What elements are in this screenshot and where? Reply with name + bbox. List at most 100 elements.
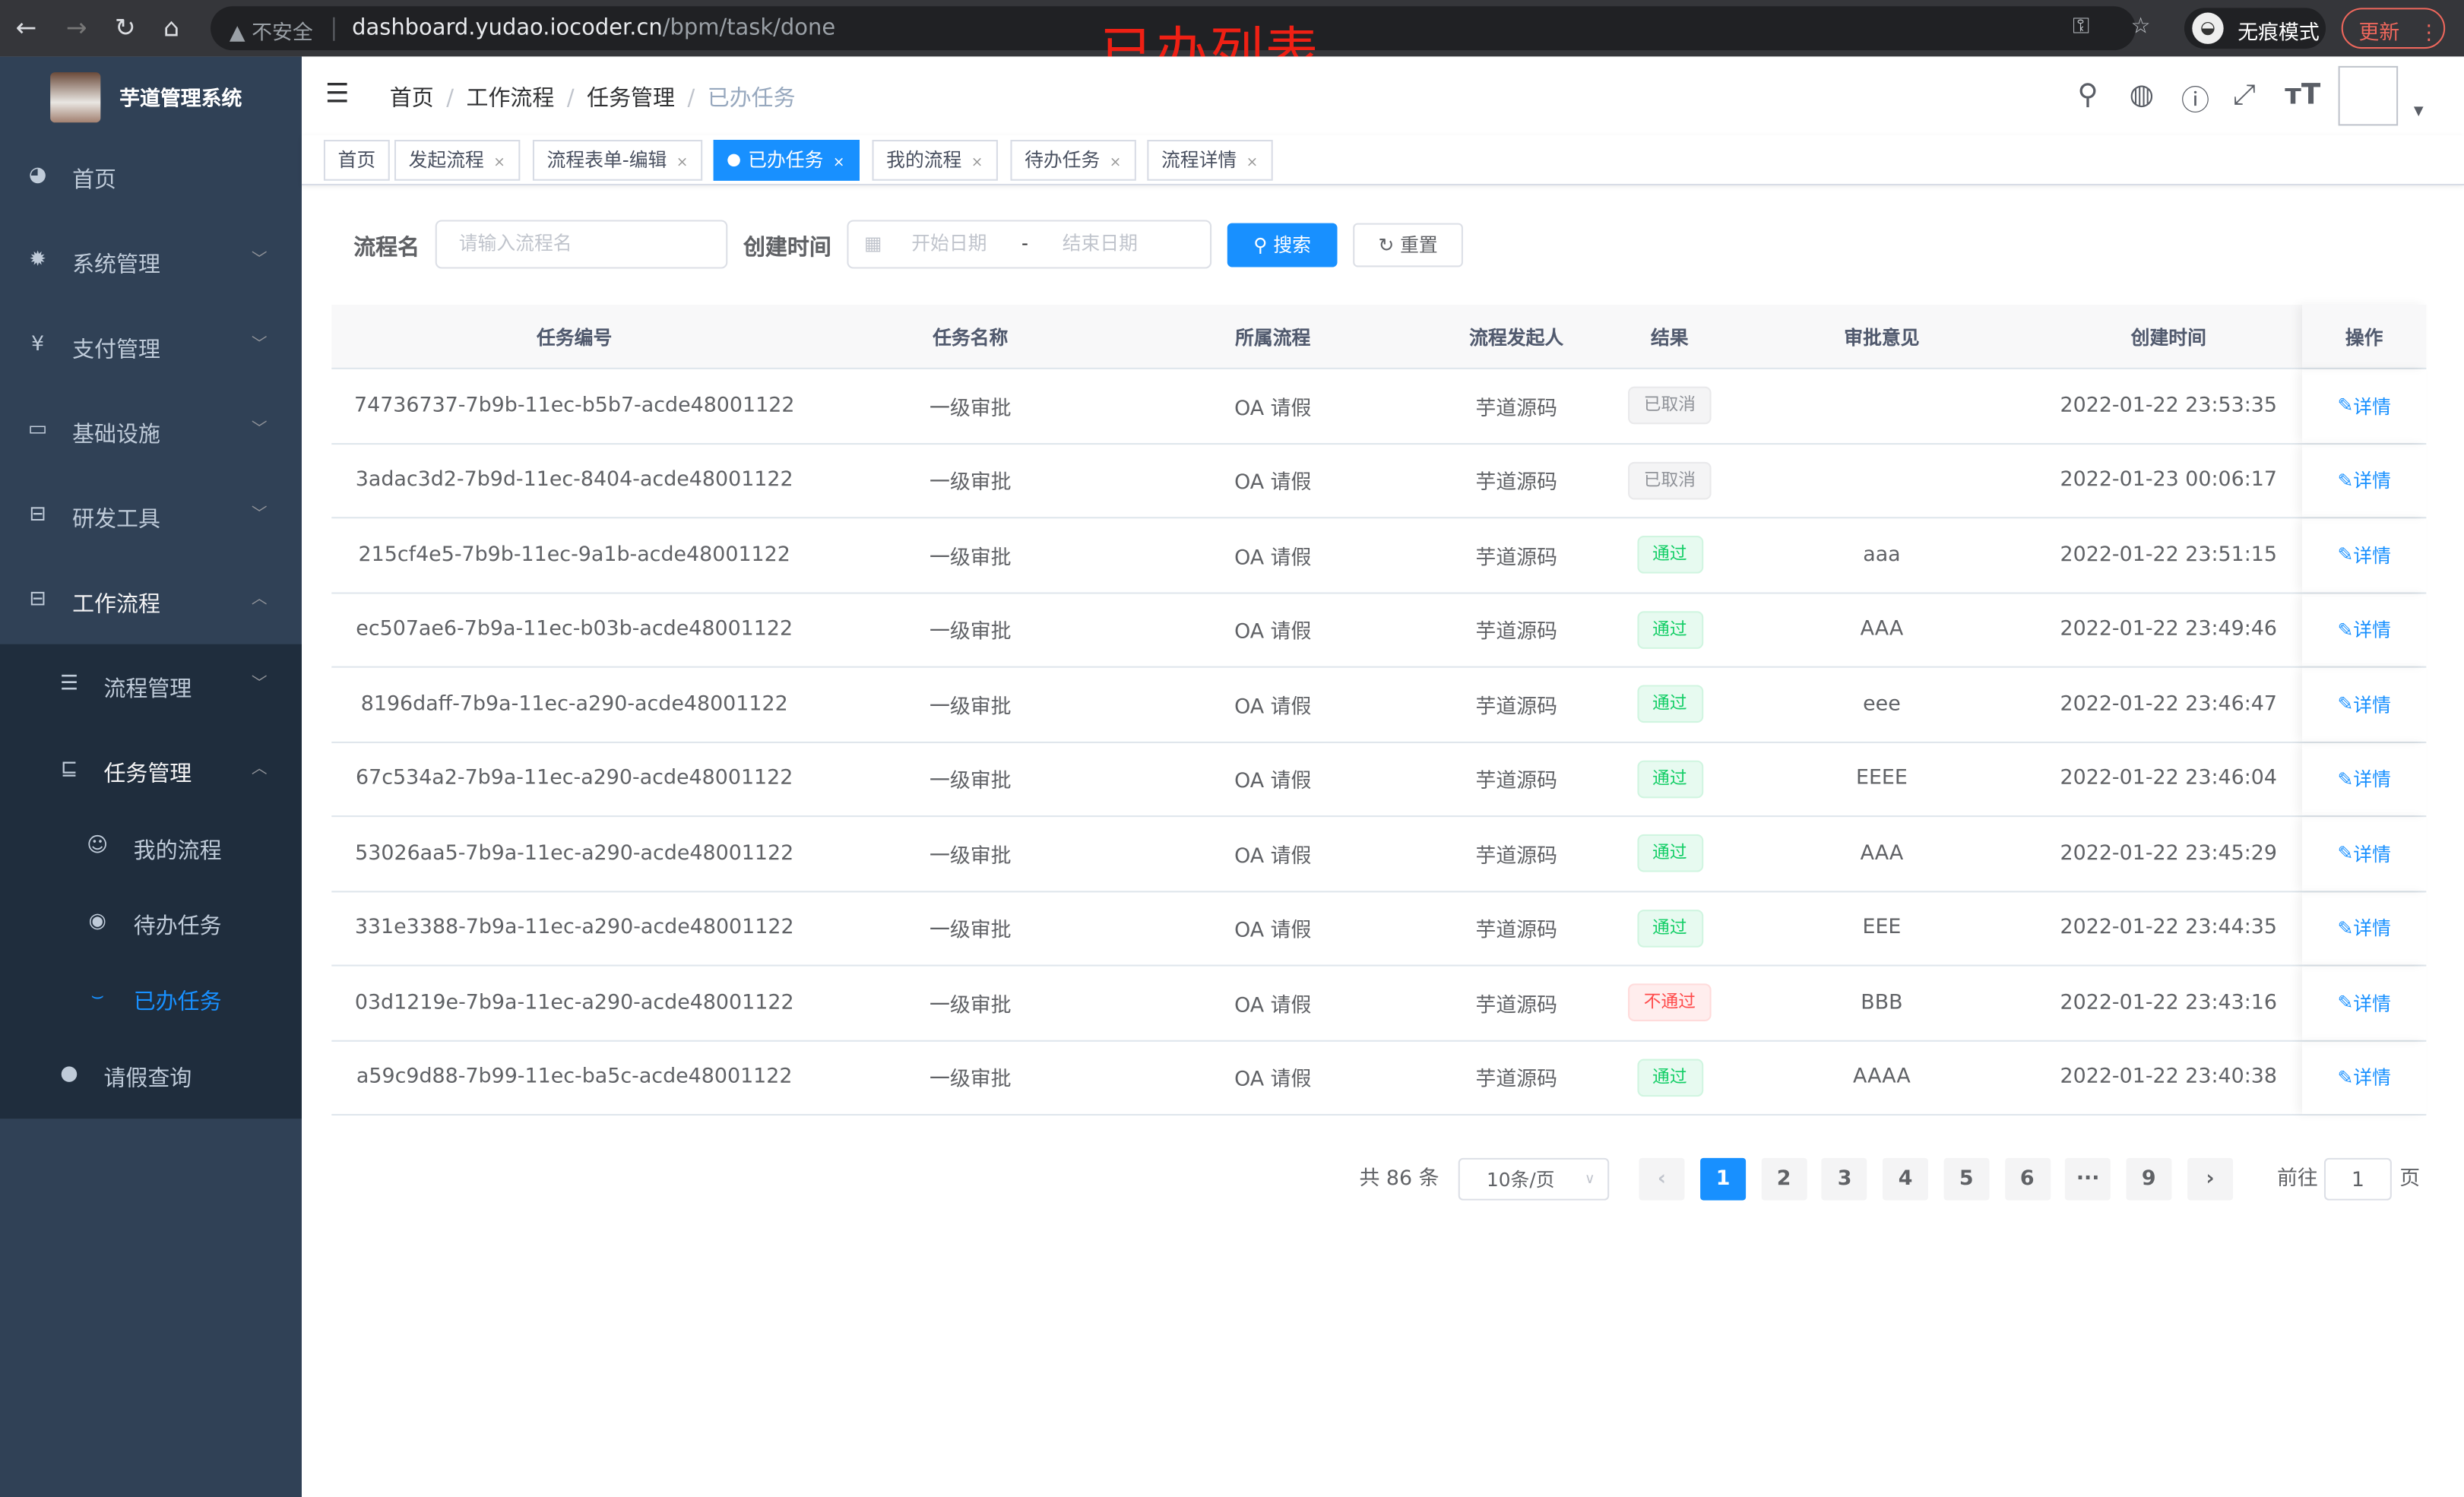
goto-page-input[interactable]: 1 xyxy=(2323,1157,2392,1201)
sidebar-item-tools[interactable]: ⊟ 研发工具 ﹀ xyxy=(0,474,302,559)
sidebar-item-home[interactable]: ◕ 首页 xyxy=(0,135,302,220)
close-icon[interactable]: × xyxy=(1109,155,1122,172)
table-cell: ✎ 详情 xyxy=(2302,891,2426,964)
next-page-button[interactable]: › xyxy=(2187,1157,2234,1201)
breadcrumb-item[interactable]: 工作流程 xyxy=(466,86,555,112)
page-size-select[interactable]: 10条/页 ∨ xyxy=(1458,1157,1610,1201)
active-dot xyxy=(727,153,740,167)
sidebar-item-todo[interactable]: ◉ 待办任务 xyxy=(0,886,302,961)
search-icon: ⚲ xyxy=(1253,234,1268,257)
table-cell: AAA xyxy=(1728,817,2035,890)
tag-home[interactable]: 首页 xyxy=(323,140,390,181)
table-cell: 通过 xyxy=(1610,891,1728,964)
tag-start-process[interactable]: 发起流程 × xyxy=(394,140,520,181)
table-cell: 一级审批 xyxy=(817,742,1123,815)
detail-link[interactable]: 详情 xyxy=(2353,619,2391,642)
cell-text: aaa xyxy=(1863,543,1901,567)
fullscreen-icon[interactable]: ⤢ xyxy=(2233,78,2256,112)
sidebar-item-task-manage[interactable]: ⊑ 任务管理 ︿ xyxy=(0,729,302,814)
create-time-label: 创建时间 xyxy=(743,236,831,261)
hamburger-icon[interactable]: ☰ xyxy=(325,78,350,110)
font-size-icon[interactable]: тT xyxy=(2285,78,2321,112)
table-cell: 2022-01-22 23:46:04 xyxy=(2035,742,2302,815)
detail-link[interactable]: 详情 xyxy=(2353,917,2391,940)
table-cell: aaa xyxy=(1728,518,2035,591)
page-button[interactable]: ··· xyxy=(2065,1157,2111,1201)
sidebar-item-system[interactable]: ✹ 系统管理 ﹀ xyxy=(0,220,302,305)
sidebar-item-done[interactable]: ⌣ 已办任务 xyxy=(0,961,302,1037)
tag-todo[interactable]: 待办任务 × xyxy=(1010,140,1135,181)
star-icon[interactable]: ☆ xyxy=(2130,14,2151,40)
detail-link[interactable]: 详情 xyxy=(2353,470,2391,492)
address-bar[interactable]: ▲ 不安全 dashboard.yudao.iocoder.cn/bpm/tas… xyxy=(211,6,2151,51)
github-icon[interactable]: ◍ xyxy=(2129,78,2155,112)
not-secure-indicator[interactable]: ▲ 不安全 xyxy=(229,21,313,46)
column-header: 创建时间 xyxy=(2035,305,2302,368)
page-button[interactable]: 2 xyxy=(1761,1157,1807,1201)
help-icon[interactable]: ⓘ xyxy=(2181,84,2210,119)
table-cell: 芋道源码 xyxy=(1422,593,1610,666)
close-icon[interactable]: × xyxy=(493,155,505,172)
page-button[interactable]: 9 xyxy=(2126,1157,2172,1201)
table-cell: 2022-01-22 23:51:15 xyxy=(2035,518,2302,591)
search-button[interactable]: ⚲ 搜索 xyxy=(1227,223,1338,267)
close-icon[interactable]: × xyxy=(832,155,845,172)
tag-form-edit[interactable]: 流程表单-编辑 × xyxy=(532,140,702,181)
detail-link[interactable]: 详情 xyxy=(2353,992,2391,1015)
breadcrumb-item[interactable]: 首页 xyxy=(389,86,434,112)
back-icon[interactable]: ← xyxy=(15,12,37,43)
tag-process-detail[interactable]: 流程详情 × xyxy=(1147,140,1272,181)
key-icon[interactable]: ⚿ xyxy=(2073,14,2090,40)
table-cell: 2022-01-22 23:44:35 xyxy=(2035,891,2302,964)
caret-down-icon[interactable]: ▼ xyxy=(2413,103,2424,119)
close-icon[interactable]: × xyxy=(676,155,689,172)
avatar[interactable] xyxy=(2338,65,2399,126)
result-badge: 已取消 xyxy=(1628,461,1712,499)
incognito-badge[interactable]: ◒ 无痕模式 xyxy=(2184,8,2326,49)
detail-link[interactable]: 详情 xyxy=(2353,768,2391,791)
sidebar-item-leave-query[interactable]: ● 请假查询 xyxy=(0,1037,302,1119)
table-cell xyxy=(1728,444,2035,517)
breadcrumb-item[interactable]: 任务管理 xyxy=(587,86,675,112)
sidebar-item-my-process[interactable]: ☺ 我的流程 xyxy=(0,811,302,886)
sidebar-item-infra[interactable]: ▭ 基础设施 ﹀ xyxy=(0,390,302,475)
close-icon[interactable]: × xyxy=(971,155,983,172)
result-badge: 通过 xyxy=(1636,685,1703,723)
detail-link[interactable]: 详情 xyxy=(2353,395,2391,418)
search-icon[interactable]: ⚲ xyxy=(2077,78,2098,112)
tag-done-tasks[interactable]: 已办任务 × xyxy=(713,140,860,181)
detail-link[interactable]: 详情 xyxy=(2353,843,2391,866)
date-range-picker[interactable]: ▦ 开始日期 - 结束日期 xyxy=(847,220,1212,269)
detail-link[interactable]: 详情 xyxy=(2353,544,2391,567)
reload-icon[interactable]: ↻ xyxy=(114,12,136,43)
browser-toolbar: ← → ↻ ⌂ ▲ 不安全 dashboard.yudao.iocoder.cn… xyxy=(0,0,2464,85)
sidebar-item-process-manage[interactable]: ☰ 流程管理 ﹀ xyxy=(0,644,302,730)
refresh-icon: ↻ xyxy=(1378,234,1395,257)
chevron-down-icon: ﹀ xyxy=(251,505,268,524)
table-row: 53026aa5-7b9a-11ec-a290-acde48001122 一级审批… xyxy=(331,817,2427,892)
cell-text: AAA xyxy=(1860,841,1904,866)
reset-button[interactable]: ↻ 重置 xyxy=(1353,223,1463,267)
page-button[interactable]: 3 xyxy=(1822,1157,1868,1201)
process-name-input[interactable]: 请输入流程名 xyxy=(435,220,728,269)
cell-text: BBB xyxy=(1861,991,1903,1015)
page-button[interactable]: 4 xyxy=(1883,1157,1929,1201)
cell-text: 331e3388-7b9a-11ec-a290-acde48001122 xyxy=(354,916,794,940)
prev-page-button[interactable]: ‹ xyxy=(1639,1157,1685,1201)
tag-my-process[interactable]: 我的流程 × xyxy=(872,140,998,181)
update-button[interactable]: 更新 ⋮ xyxy=(2341,8,2446,49)
cell-text: 74736737-7b9b-11ec-b5b7-acde48001122 xyxy=(353,394,795,418)
forward-icon[interactable]: → xyxy=(65,12,87,43)
sidebar-item-pay[interactable]: ¥ 支付管理 ﹀ xyxy=(0,305,302,390)
close-icon[interactable]: × xyxy=(1246,155,1259,172)
page-button[interactable]: 6 xyxy=(2004,1157,2051,1201)
page-button[interactable]: 5 xyxy=(1943,1157,1990,1201)
detail-link[interactable]: 详情 xyxy=(2353,694,2391,717)
cell-text: OA 请假 xyxy=(1234,770,1312,794)
detail-link[interactable]: 详情 xyxy=(2353,1067,2391,1090)
sidebar-item-workflow[interactable]: ⊟ 工作流程 ︿ xyxy=(0,559,302,644)
page-button[interactable]: 1 xyxy=(1700,1157,1747,1201)
home-icon[interactable]: ⌂ xyxy=(163,12,180,43)
cell-text: 一级审批 xyxy=(929,471,1012,495)
result-badge: 已取消 xyxy=(1628,387,1712,425)
